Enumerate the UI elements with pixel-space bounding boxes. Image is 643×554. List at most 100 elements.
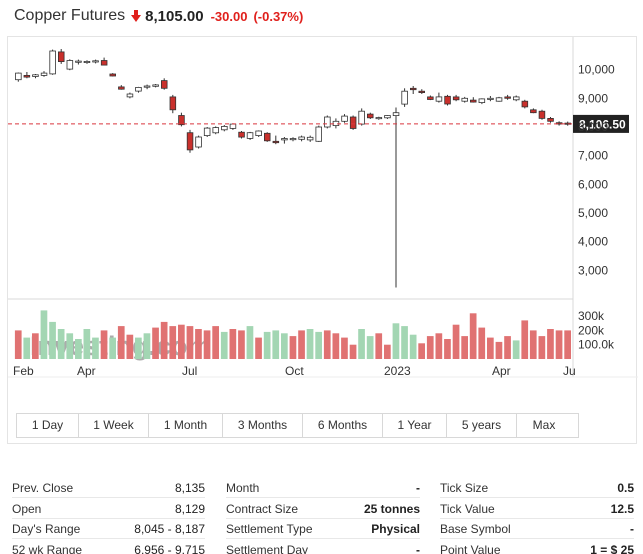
volume-bar — [469, 313, 477, 359]
stat-divider — [12, 497, 205, 498]
price-chart-panel[interactable]: Investing.com 8,106.50 10,0009,0008,0007… — [7, 36, 638, 445]
volume-bar — [487, 337, 494, 359]
candle-body — [58, 51, 65, 62]
time-axis-label: Oct — [285, 364, 304, 378]
stat-value: 8,045 - 8,187 — [134, 522, 205, 536]
volume-bar — [504, 336, 511, 359]
volume-bar — [435, 333, 443, 359]
volume-bar — [186, 326, 194, 359]
stat-divider — [226, 497, 420, 498]
price-tick-label: 6,000 — [578, 177, 608, 191]
candle-body — [229, 123, 237, 129]
volume-bar — [83, 329, 91, 359]
time-axis-label: Ju — [563, 364, 576, 378]
volume-bar — [426, 336, 434, 359]
candle-body — [547, 118, 554, 122]
candle-body — [306, 136, 314, 141]
volume-bar — [495, 341, 503, 359]
candle-body — [15, 72, 22, 81]
volume-bar — [341, 337, 348, 359]
candle-body — [435, 96, 443, 102]
last-price: 8,105.00 — [145, 7, 204, 25]
stat-row: Open 8,129 — [12, 499, 205, 519]
volume-bar — [521, 320, 529, 359]
candle-body — [341, 115, 348, 122]
volume-bar — [40, 310, 48, 359]
candle-body — [418, 90, 425, 94]
stat-divider — [226, 517, 420, 519]
stat-value: 6,956 - 9,715 — [134, 542, 205, 554]
range-button-max[interactable]: Max — [517, 414, 571, 437]
volume-bar — [92, 337, 99, 359]
candle-body — [324, 116, 331, 128]
candle-body — [178, 115, 185, 126]
candlestick-chart[interactable]: Investing.com 8,106.50 10,0009,0008,0007… — [8, 37, 638, 445]
price-change-percent: (-0.37%) — [253, 8, 304, 24]
volume-bar — [272, 330, 280, 359]
volume-bar — [478, 327, 486, 359]
stat-value: - — [416, 481, 420, 495]
candle-body — [281, 138, 288, 141]
stat-value: - — [630, 522, 634, 536]
range-button-1-day[interactable]: 1 Day — [17, 414, 79, 437]
stat-value: 25 tonnes — [363, 501, 420, 516]
stat-value: 0.5 — [617, 481, 634, 495]
volume-bar — [401, 326, 408, 359]
time-axis-label: Jul — [182, 364, 197, 378]
candle-body — [221, 126, 228, 131]
candle-body — [512, 96, 520, 101]
stat-row: Point Value 1 = $ 25 — [440, 540, 634, 554]
volume-bar — [358, 329, 365, 359]
volume-bar — [255, 337, 262, 359]
range-button-6-months[interactable]: 6 Months — [303, 414, 383, 437]
candle-body — [349, 116, 357, 129]
candle-body — [272, 140, 280, 144]
volume-bar — [32, 333, 39, 359]
candle-body — [521, 100, 529, 108]
stat-divider — [226, 538, 420, 539]
price-tick-label: 8,000 — [578, 120, 608, 134]
candle-body — [487, 97, 494, 100]
volume-bar — [289, 336, 297, 359]
stat-divider — [12, 517, 205, 519]
range-button-1-year[interactable]: 1 Year — [383, 414, 447, 437]
volume-bar — [281, 333, 288, 359]
volume-bar — [512, 340, 520, 359]
stat-label: Month — [226, 481, 260, 495]
stat-label: Settlement Type — [226, 522, 313, 536]
stat-value: 8,135 — [174, 481, 205, 495]
range-button-1-month[interactable]: 1 Month — [149, 414, 223, 437]
price-tick-label: 4,000 — [578, 235, 608, 249]
volume-bar — [375, 333, 383, 359]
volume-bar — [538, 336, 546, 359]
volume-bar — [452, 324, 460, 359]
range-button-5-years[interactable]: 5 years — [447, 414, 517, 437]
candle-body — [203, 127, 211, 136]
volume-bar — [203, 330, 211, 359]
volume-bar — [349, 344, 357, 359]
volume-bar — [529, 330, 537, 359]
volume-bar — [100, 330, 108, 359]
volume-bar — [14, 330, 22, 359]
stat-row: Contract Size 25 tonnes — [226, 499, 420, 519]
candle-body — [246, 132, 254, 139]
candle-body — [152, 84, 159, 87]
volume-bar — [57, 329, 65, 359]
stat-divider — [440, 538, 634, 539]
volume-bar — [315, 331, 322, 359]
candle-body — [452, 96, 460, 101]
stat-label: Settlement Day — [226, 542, 309, 554]
volume-bar — [160, 321, 168, 359]
candle-body — [143, 85, 151, 88]
candle-body — [401, 90, 408, 105]
candle-body — [118, 86, 125, 90]
stat-value: 12.5 — [610, 501, 634, 516]
range-button-3-months[interactable]: 3 Months — [223, 414, 303, 437]
candle-body — [427, 96, 434, 100]
instrument-name: Copper Futures — [14, 7, 126, 24]
range-button-1-week[interactable]: 1 Week — [79, 414, 149, 437]
volume-bar — [117, 326, 125, 359]
stat-row: 52 wk Range 6,956 - 9,715 — [12, 540, 205, 554]
price-tick-label: 9,000 — [578, 91, 608, 105]
candle-body — [23, 75, 31, 78]
